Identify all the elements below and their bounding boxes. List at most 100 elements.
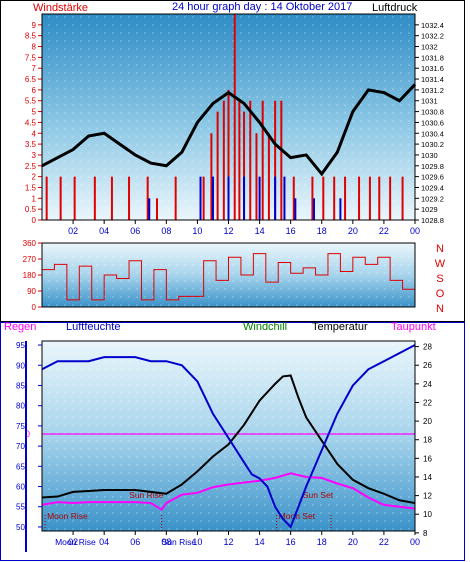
- x-tick-label: 04: [99, 226, 109, 236]
- event-marker-label: Moon Set: [279, 511, 316, 521]
- wind-direction-tick-label: 270: [23, 255, 37, 264]
- air-pressure-tick-label: 1029.6: [421, 173, 444, 182]
- rain-zero-tick: 0: [25, 429, 30, 439]
- temp-humidity-grid: [42, 341, 415, 531]
- x-tick-label: 20: [348, 226, 358, 236]
- x-tick-label: 02: [68, 537, 78, 547]
- air-pressure-tick-label: 1032.2: [421, 32, 444, 41]
- x-tick-label: 16: [286, 537, 296, 547]
- compass-label: W: [435, 258, 446, 270]
- temp-humidity-x-axis: 02 04 06 08 10 12 14 16 18 20 22 00 Moon Rise Sun Ris…: [55, 531, 420, 547]
- dewpoint-line: [41, 472, 416, 511]
- wind-bars: [45, 14, 404, 220]
- x-tick-label: 08: [161, 226, 171, 236]
- air-pressure-tick-label: 1031.6: [421, 64, 444, 73]
- x-tick-label: 06: [130, 537, 140, 547]
- air-pressure-tick-label: 1029.8: [421, 162, 444, 171]
- top-section-border: [0, 0, 465, 322]
- humidity-tick-label: 85: [16, 381, 25, 390]
- humidity-tick-label: 55: [16, 503, 25, 512]
- x-tick-label: 06: [130, 226, 140, 236]
- temperature-label: Temperatur: [312, 321, 368, 333]
- wind-strength-tick-label: 6.5: [25, 75, 37, 84]
- temperature-tick-label: 14: [423, 473, 432, 482]
- x-tick-label: 14: [255, 537, 265, 547]
- x-tick-label: 04: [99, 537, 109, 547]
- dewpoint-label: Taupunkt: [391, 321, 436, 333]
- compass-label: O: [436, 288, 445, 300]
- wind-pressure-panel: 0 0.5 1 1.52 2.5 3 3.5 4 4.55 5.5 6 6.5 7 7.58 8.5 9 10…: [25, 13, 444, 236]
- x-tick-label: 10: [192, 537, 202, 547]
- air-pressure-line: [41, 83, 417, 177]
- wind-strength-tick-label: 8.5: [25, 32, 37, 41]
- wind-strength-tick-label: 2.5: [25, 162, 37, 171]
- x-axis-event-label: Moon Rise: [55, 537, 96, 547]
- wind-strength-tick-label: 5: [32, 108, 37, 117]
- compass-label: N: [436, 243, 444, 255]
- x-tick-label: 18: [317, 537, 327, 547]
- bottom-section-border: [0, 322, 465, 561]
- x-tick-label: 20: [348, 537, 358, 547]
- wind-strength-tick-label: 3.5: [25, 140, 37, 149]
- temperature-tick-label: 22: [423, 398, 432, 407]
- air-pressure-tick-label: 1030.6: [421, 118, 444, 127]
- wind-strength-tick-label: 7.5: [25, 53, 37, 62]
- wind-strength-tick-label: 9: [32, 21, 37, 30]
- air-pressure-tick-label: 1029: [421, 205, 438, 214]
- wind-strength-tick-label: 1.5: [25, 183, 37, 192]
- x-tick-label: 10: [192, 226, 202, 236]
- temperature-tick-label: 8: [423, 529, 428, 538]
- x-tick-label: 02: [68, 226, 78, 236]
- temperature-line: [41, 374, 416, 505]
- x-tick-label: 08: [161, 537, 171, 547]
- humidity-tick-label: 90: [16, 361, 25, 370]
- air-pressure-tick-label: 1030: [421, 151, 438, 160]
- humidity-tick-label: 95: [16, 341, 25, 350]
- air-pressure-tick-label: 1028.8: [421, 216, 444, 225]
- humidity-tick-label: 65: [16, 462, 25, 471]
- humidity-axis: 50 55 60 65 70 75 80 85 90 95: [16, 341, 42, 532]
- astronomy-markers: Moon Rise Sun Rise Moon Set Sun Set: [44, 490, 334, 531]
- windchill-label: Windchill: [243, 321, 287, 333]
- wind-strength-tick-label: 4: [32, 129, 37, 138]
- humidity-line: [41, 344, 416, 529]
- x-tick-label: 14: [255, 226, 265, 236]
- air-pressure-tick-label: 1029.4: [421, 183, 444, 192]
- air-pressure-tick-label: 1030.8: [421, 108, 444, 117]
- wind-direction-tick-label: 180: [23, 271, 37, 280]
- x-tick-label: 00: [410, 537, 420, 547]
- temperature-axis: 8 10 12 14 16 18 20 22 24 26 28: [415, 343, 432, 538]
- air-pressure-tick-label: 1032: [421, 43, 438, 52]
- x-tick-label: 00: [410, 226, 420, 236]
- temperature-tick-label: 24: [423, 380, 432, 389]
- wind-strength-tick-label: 5.5: [25, 97, 37, 106]
- humidity-tick-label: 70: [16, 442, 25, 451]
- air-pressure-tick-label: 1031.2: [421, 86, 444, 95]
- humidity-tick-label: 80: [16, 402, 25, 411]
- x-tick-label: 22: [379, 226, 389, 236]
- wind-strength-tick-label: 8: [32, 43, 37, 52]
- air-pressure-tick-label: 1031.4: [421, 75, 444, 84]
- event-marker-label: Moon Rise: [47, 511, 88, 521]
- wind-direction-tick-label: 90: [27, 287, 36, 296]
- compass-label: N: [436, 303, 444, 315]
- wind-strength-tick-label: 3: [32, 151, 37, 160]
- temp-humidity-panel: Moon Rise Sun Rise Moon Set Sun Set 50 55 60 6…: [16, 340, 432, 552]
- air-pressure-tick-label: 1031.8: [421, 53, 444, 62]
- temperature-tick-label: 26: [423, 361, 432, 370]
- air-pressure-tick-label: 1032.4: [421, 21, 444, 30]
- x-tick-label: 16: [286, 226, 296, 236]
- wind-strength-axis: 0 0.5 1 1.52 2.5 3 3.5 4 4.55 5.5 6 6.5 7 7.58 8.5 9: [25, 21, 42, 225]
- humidity-tick-label: 60: [16, 483, 25, 492]
- wind-strength-tick-label: 1: [32, 194, 37, 203]
- temperature-tick-label: 12: [423, 492, 432, 501]
- wind-direction-line: [42, 253, 416, 301]
- wind-strength-tick-label: 7: [32, 64, 37, 73]
- wind-pressure-x-axis: 02 04 06 08 10 12 14 16 18 20 22 00: [68, 220, 420, 236]
- wind-strength-tick-label: 6: [32, 86, 37, 95]
- x-tick-label: 12: [223, 537, 233, 547]
- air-pressure-label: Luftdruck: [372, 2, 418, 14]
